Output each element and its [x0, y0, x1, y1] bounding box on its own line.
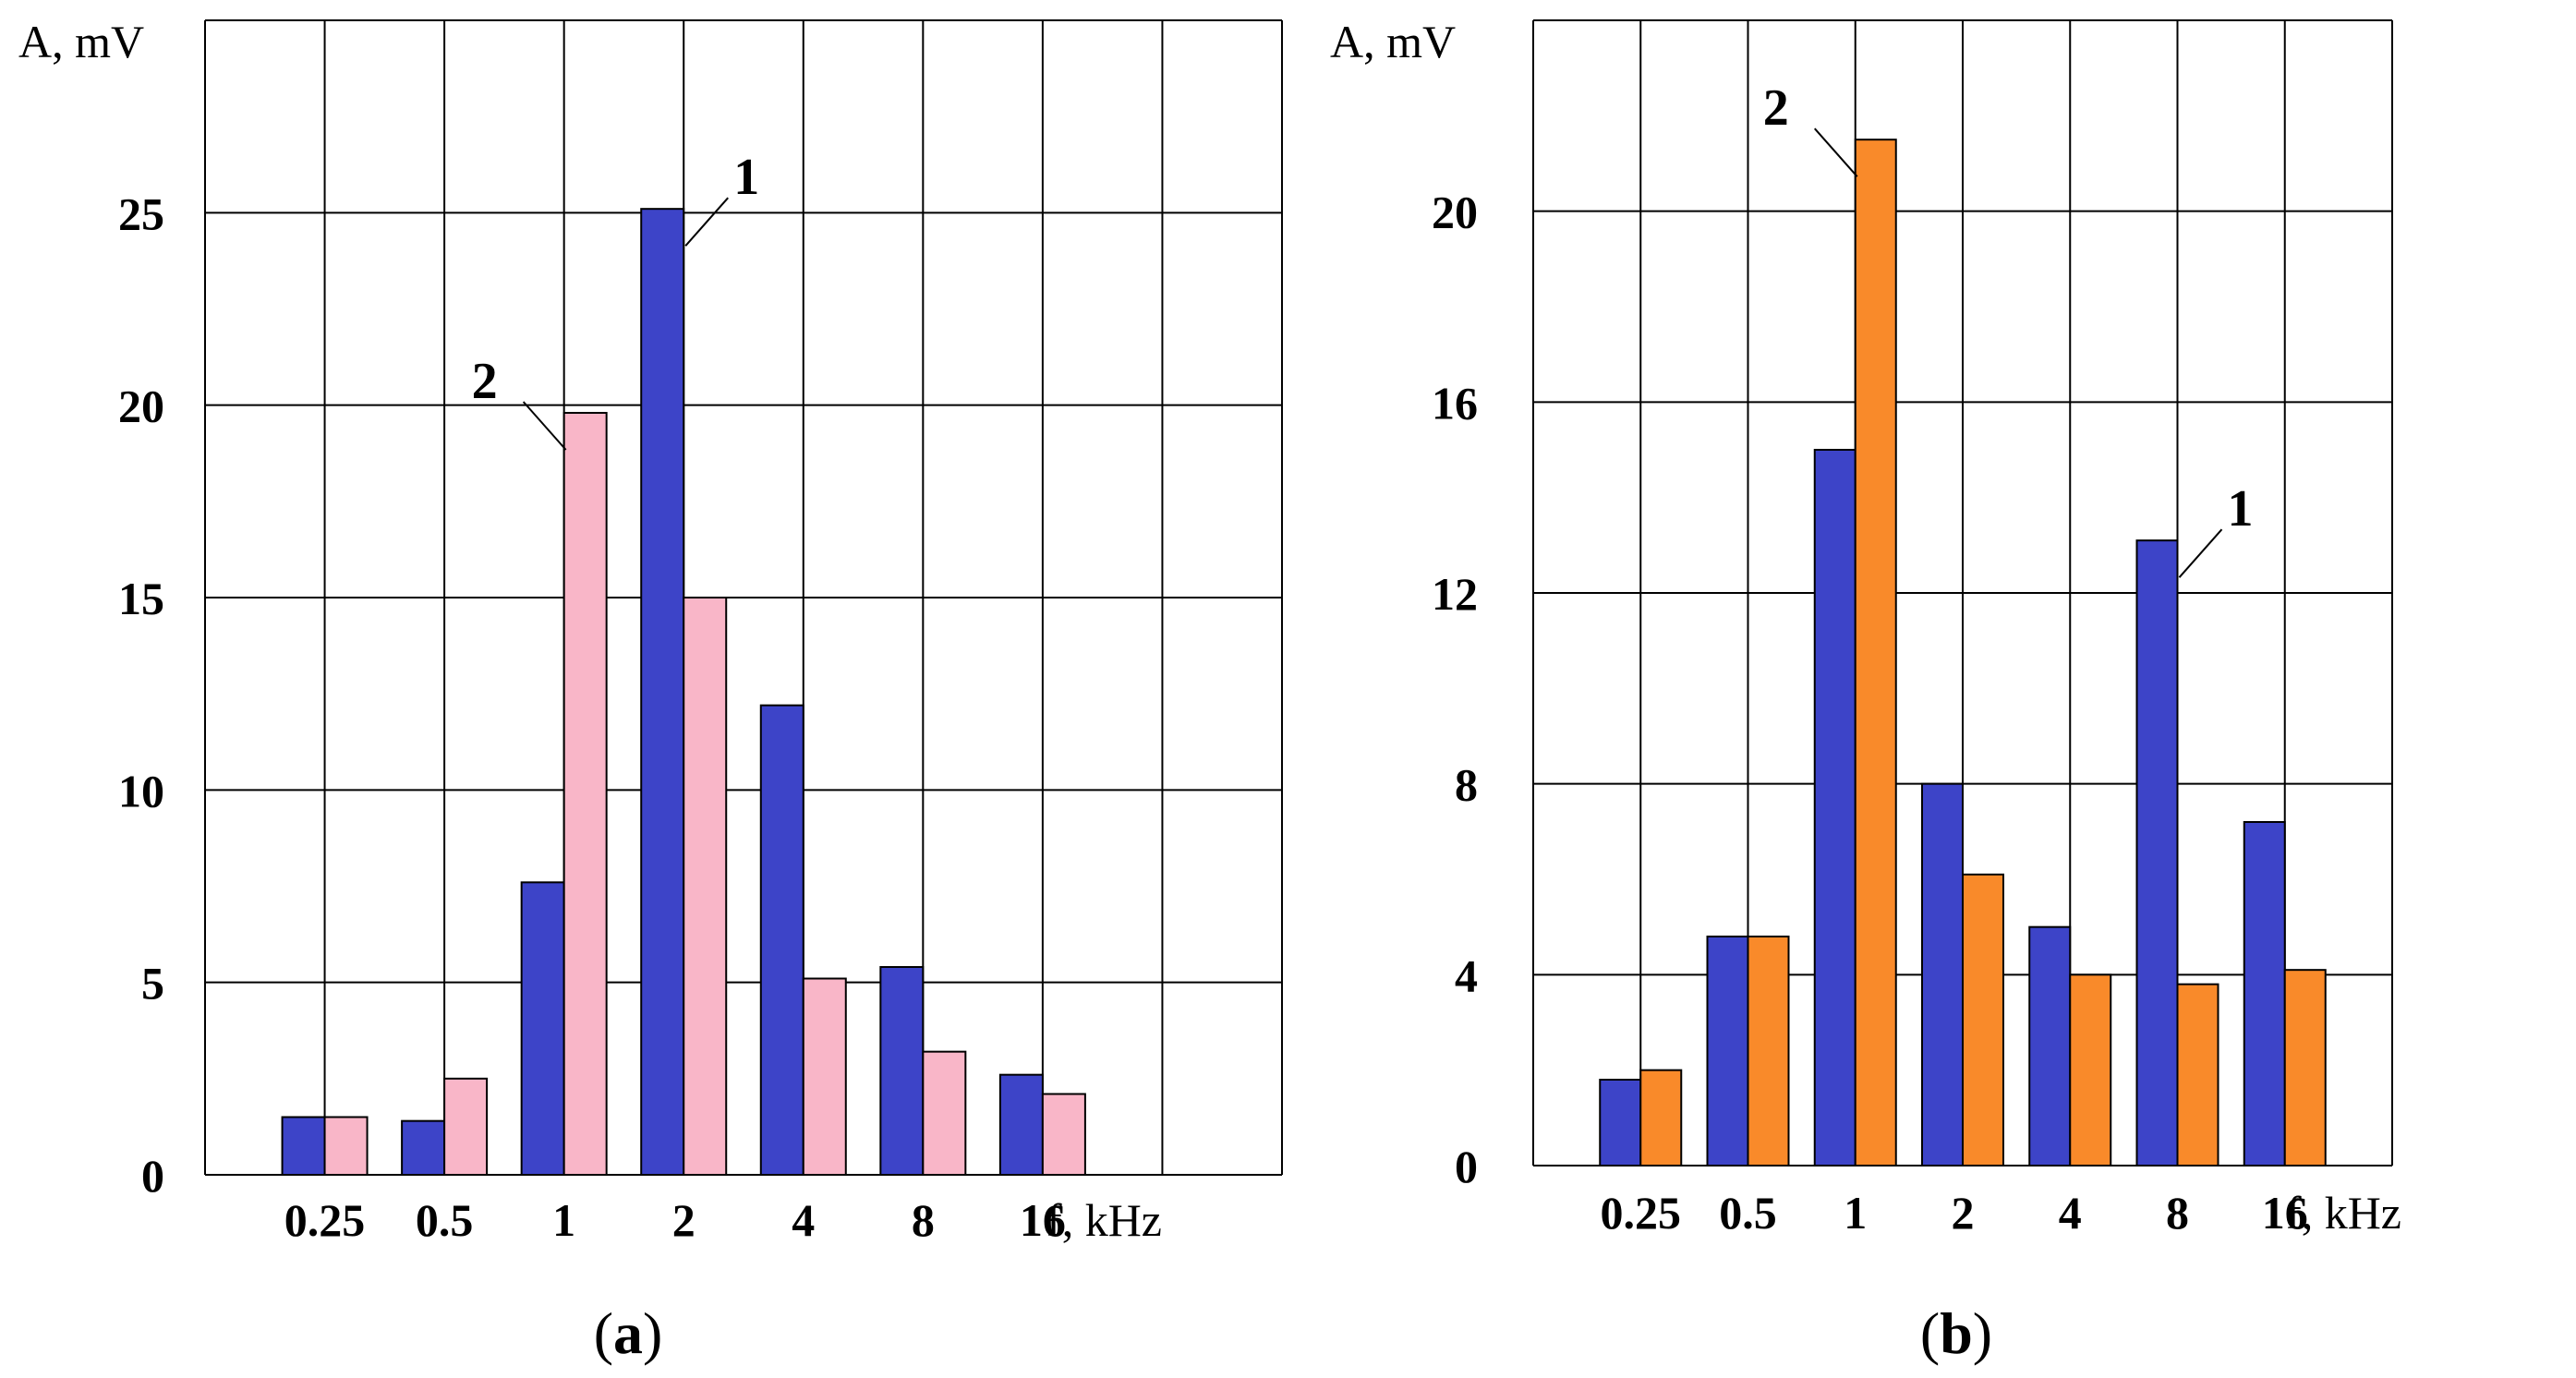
c0-xtick-label: 16 — [1020, 1194, 1066, 1246]
c0-ytick-label: 20 — [118, 381, 164, 432]
caption-a: (a) — [594, 1300, 663, 1366]
c1-annotation-leader — [1814, 127, 1858, 177]
c0-bar-s1 — [759, 704, 804, 1177]
c0-ytick-label: 15 — [118, 573, 164, 624]
c0-ytick-label: 5 — [141, 958, 164, 1009]
c1-bar-s1 — [1921, 782, 1964, 1167]
c1-bar-s2 — [1962, 873, 2004, 1166]
c1-bar-s1 — [2135, 539, 2179, 1166]
c1-bar-s2 — [1639, 1069, 1683, 1166]
c0-xtick-label: 0.25 — [284, 1194, 366, 1246]
c0-x-axis-title: f, kHz — [1046, 1194, 1162, 1246]
c0-bar-s2 — [802, 977, 847, 1176]
c1-x-axis-title: f, kHz — [2286, 1187, 2401, 1239]
c0-ytick-label: 10 — [118, 765, 164, 816]
c1-bar-s2 — [1747, 936, 1790, 1166]
c1-xtick-label: 2 — [1952, 1187, 1975, 1239]
c0-bar-s2 — [323, 1116, 369, 1176]
c0-bar-s2 — [922, 1050, 967, 1176]
c1-bar-s2 — [1854, 139, 1897, 1167]
c0-ytick-label: 0 — [141, 1150, 164, 1202]
c1-xtick-label: 4 — [2059, 1187, 2082, 1239]
c1-ytick-label: 12 — [1432, 568, 1478, 620]
chart-a: 0 5 10 15 20 25 A, mV 0.25 0.5 1 2 4 8 16f, kHz 1 2 — [18, 16, 1283, 1246]
c0-bar-s2 — [562, 412, 608, 1176]
c0-y-axis-title: A, mV — [18, 16, 144, 67]
c0-bar-s1 — [281, 1116, 326, 1176]
c0-bar-s1 — [520, 881, 565, 1176]
c0-bar-s2 — [443, 1077, 489, 1177]
c0-xtick-label: 0.5 — [416, 1194, 474, 1246]
c0-bar-s1 — [640, 208, 685, 1177]
c1-xtick-label: 0.5 — [1719, 1187, 1777, 1239]
c1-ytick-label: 4 — [1455, 949, 1478, 1001]
c1-bar-s1 — [1813, 449, 1856, 1166]
c0-xtick-label: 2 — [672, 1194, 695, 1246]
c0-bar-s2 — [683, 597, 728, 1176]
c0-annotation-leader — [522, 401, 567, 451]
caption-b: (b) — [1920, 1300, 1992, 1366]
c0-ytick-label: 25 — [118, 187, 164, 239]
c1-annotation-leader — [2178, 528, 2223, 578]
c0-bar-s2 — [1041, 1093, 1086, 1176]
c0-annotation-leader — [684, 197, 729, 247]
c1-bar-s2 — [2069, 973, 2112, 1167]
c1-annotation-label: 2 — [1763, 79, 1789, 137]
c1-ytick-label: 0 — [1455, 1141, 1478, 1192]
c1-annotation-label: 1 — [2228, 480, 2254, 538]
c0-annotation-label: 2 — [472, 353, 498, 410]
c1-ytick-label: 20 — [1432, 187, 1478, 238]
c1-xtick-label: 16 — [2262, 1187, 2308, 1239]
c1-bar-s2 — [2283, 969, 2327, 1166]
c0-bar-s1 — [998, 1073, 1044, 1176]
c1-y-axis-title: A, mV — [1330, 16, 1456, 67]
c0-xtick-label: 4 — [792, 1194, 815, 1246]
c1-ytick-label: 16 — [1432, 377, 1478, 429]
c0-bar-s1 — [401, 1119, 446, 1176]
c0-annotation-label: 1 — [733, 149, 759, 206]
c1-bar-s1 — [1599, 1079, 1642, 1166]
c1-bar-s1 — [1706, 936, 1749, 1166]
c1-bar-s1 — [2028, 925, 2072, 1167]
c1-ytick-label: 8 — [1455, 759, 1478, 811]
c0-bar-s1 — [879, 966, 925, 1176]
c0-xtick-label: 8 — [912, 1194, 935, 1246]
c1-bar-s1 — [2243, 821, 2286, 1166]
c1-xtick-label: 1 — [1844, 1187, 1867, 1239]
c0-xtick-label: 1 — [552, 1194, 575, 1246]
c1-xtick-label: 0.25 — [1601, 1187, 1682, 1239]
c1-xtick-label: 8 — [2166, 1187, 2189, 1239]
c1-bar-s2 — [2176, 983, 2219, 1166]
